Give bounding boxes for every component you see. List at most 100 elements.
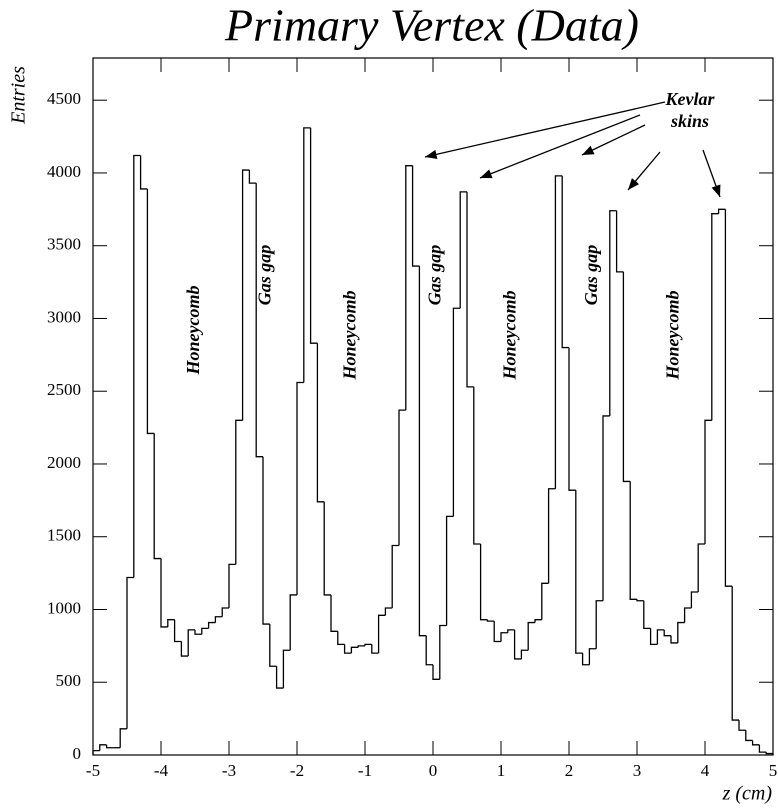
arrow [424, 101, 666, 159]
x-axis-label: z (cm) [722, 783, 773, 805]
plot-frame [92, 57, 774, 756]
bar [248, 170, 257, 184]
bar [207, 621, 216, 629]
bar [541, 582, 549, 620]
bar [133, 154, 141, 578]
bar [561, 175, 569, 349]
bar [119, 728, 127, 748]
bar [343, 644, 352, 654]
bar [99, 744, 107, 751]
annotation: Honeycomb [340, 291, 360, 381]
bar [418, 266, 427, 637]
bar [595, 600, 603, 649]
bar [452, 307, 461, 517]
bar [704, 419, 712, 545]
bar [711, 213, 719, 421]
annotation: Honeycomb [663, 291, 683, 381]
x-tick-label: 3 [633, 761, 642, 780]
annotation: Kevlar skins [665, 89, 715, 131]
x-tick-label: 1 [497, 761, 506, 780]
annotation: Honeycomb [183, 286, 203, 376]
bar [337, 631, 345, 646]
y-tick-label: 3000 [47, 307, 81, 326]
bar [139, 155, 148, 190]
bar [432, 664, 440, 680]
bar [568, 347, 576, 491]
bar [486, 619, 495, 622]
bar [411, 165, 420, 267]
bar [547, 488, 556, 584]
bar [282, 649, 291, 689]
arrow [581, 124, 646, 156]
bar [309, 127, 318, 344]
bar [425, 635, 433, 666]
bar [364, 643, 372, 646]
chart-title: Primary Vertex (Data) [224, 0, 639, 51]
bar [751, 740, 760, 746]
bar [677, 621, 685, 643]
bar [296, 381, 304, 595]
annotation: Gas gap [425, 245, 445, 306]
bar [731, 586, 739, 721]
bar [262, 456, 270, 625]
bar [92, 749, 100, 755]
bar [445, 515, 454, 626]
bar [643, 600, 651, 630]
x-tick-label: 0 [429, 761, 438, 780]
bar [160, 558, 168, 628]
bar [350, 646, 359, 654]
y-tick-label: 1500 [47, 526, 81, 545]
bar [405, 165, 413, 411]
bar [697, 543, 705, 593]
bar [180, 641, 189, 657]
bar [173, 619, 182, 643]
y-tick-label: 0 [73, 744, 82, 763]
bar [221, 607, 229, 617]
bar [758, 744, 767, 753]
bar [126, 576, 134, 729]
bar [391, 544, 399, 609]
bar [439, 624, 447, 680]
bar [330, 594, 338, 632]
bar [275, 666, 284, 689]
bar [636, 599, 644, 602]
bar [683, 607, 692, 623]
bar [724, 209, 733, 587]
annotation: Honeycomb [499, 291, 519, 381]
bar [316, 343, 325, 503]
bar [609, 210, 617, 416]
bar [588, 648, 597, 665]
annotation: Gas gap [255, 245, 275, 306]
bar [167, 619, 175, 627]
bar [493, 621, 501, 643]
bar [554, 175, 563, 489]
bar [235, 419, 243, 565]
bar [479, 544, 488, 621]
bar [656, 629, 665, 645]
bar [384, 607, 393, 616]
y-tick-label: 2000 [47, 453, 81, 472]
arrow [627, 151, 661, 191]
x-tick-label: 2 [565, 761, 574, 780]
bar [146, 188, 155, 435]
bar [622, 271, 631, 483]
x-tick-label: 5 [769, 761, 778, 780]
y-tick-label: 4500 [47, 89, 81, 108]
bar [323, 501, 331, 596]
bar [473, 386, 481, 545]
bar [520, 649, 529, 659]
arrows [424, 101, 721, 198]
x-tick-label: -4 [154, 761, 169, 780]
bar [500, 632, 508, 642]
bar [303, 127, 311, 383]
bar [194, 629, 202, 635]
bar [255, 183, 263, 458]
arrow [479, 114, 641, 179]
x-tick-label: -3 [222, 761, 236, 780]
x-tick-label: -5 [86, 761, 100, 780]
y-axis-label: Entries [8, 66, 30, 125]
bar [690, 591, 699, 609]
bar [105, 744, 114, 749]
bar [527, 621, 535, 651]
